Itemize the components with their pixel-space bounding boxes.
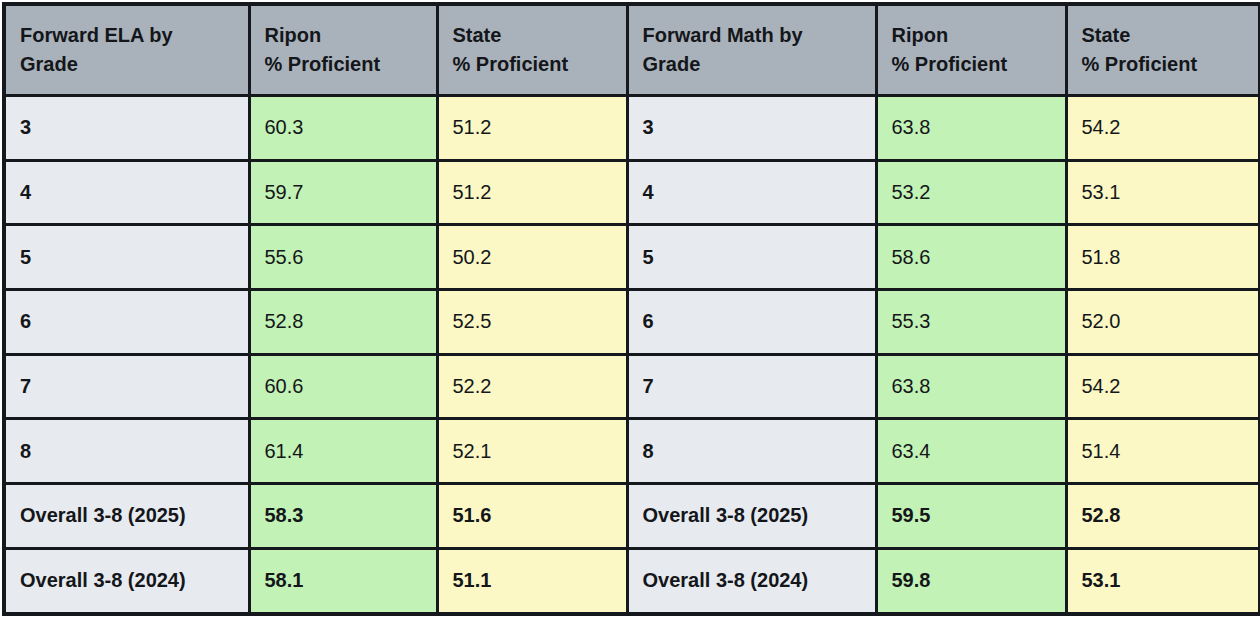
ela-state-value: 51.6 bbox=[437, 483, 627, 548]
math-state-value: 52.0 bbox=[1066, 289, 1260, 354]
ela-ripon-value: 55.6 bbox=[249, 225, 437, 290]
ela-ripon-value: 52.8 bbox=[249, 289, 437, 354]
ela-state-value: 52.1 bbox=[437, 419, 627, 484]
math-ripon-value: 63.8 bbox=[876, 354, 1066, 419]
ela-grade-label: 8 bbox=[4, 419, 249, 484]
ela-grade-label: 4 bbox=[4, 160, 249, 225]
table-row-grade-8: 8 61.4 52.1 8 63.4 51.4 bbox=[4, 419, 1260, 484]
ela-ripon-value: 61.4 bbox=[249, 419, 437, 484]
ela-grade-label: 7 bbox=[4, 354, 249, 419]
ela-state-value: 51.1 bbox=[437, 548, 627, 614]
table-row-overall-2025: Overall 3-8 (2025) 58.3 51.6 Overall 3-8… bbox=[4, 483, 1260, 548]
ela-grade-label: 3 bbox=[4, 96, 249, 161]
math-state-value: 53.1 bbox=[1066, 160, 1260, 225]
math-grade-column-header: Forward Math by Grade bbox=[627, 4, 876, 96]
ela-state-value: 51.2 bbox=[437, 160, 627, 225]
math-overall-2024-label: Overall 3-8 (2024) bbox=[627, 548, 876, 614]
math-state-column-header: State % Proficient bbox=[1066, 4, 1260, 96]
ela-state-value: 51.2 bbox=[437, 96, 627, 161]
proficiency-table: Forward ELA by Grade Ripon % Proficient … bbox=[2, 2, 1260, 616]
math-ripon-column-header: Ripon % Proficient bbox=[876, 4, 1066, 96]
proficiency-table-container: Forward ELA by Grade Ripon % Proficient … bbox=[2, 2, 1258, 616]
ela-state-value: 50.2 bbox=[437, 225, 627, 290]
table-row-grade-7: 7 60.6 52.2 7 63.8 54.2 bbox=[4, 354, 1260, 419]
math-ripon-value: 59.8 bbox=[876, 548, 1066, 614]
header-row: Forward ELA by Grade Ripon % Proficient … bbox=[4, 4, 1260, 96]
math-state-value: 51.4 bbox=[1066, 419, 1260, 484]
math-state-value: 51.8 bbox=[1066, 225, 1260, 290]
math-state-value: 52.8 bbox=[1066, 483, 1260, 548]
ela-state-value: 52.2 bbox=[437, 354, 627, 419]
math-overall-2025-label: Overall 3-8 (2025) bbox=[627, 483, 876, 548]
math-grade-label: 8 bbox=[627, 419, 876, 484]
ela-overall-2024-label: Overall 3-8 (2024) bbox=[4, 548, 249, 614]
ela-ripon-value: 59.7 bbox=[249, 160, 437, 225]
math-grade-label: 3 bbox=[627, 96, 876, 161]
table-row-overall-2024: Overall 3-8 (2024) 58.1 51.1 Overall 3-8… bbox=[4, 548, 1260, 614]
math-state-value: 54.2 bbox=[1066, 354, 1260, 419]
ela-state-column-header: State % Proficient bbox=[437, 4, 627, 96]
ela-ripon-value: 60.3 bbox=[249, 96, 437, 161]
math-state-value: 53.1 bbox=[1066, 548, 1260, 614]
ela-ripon-value: 58.1 bbox=[249, 548, 437, 614]
math-state-value: 54.2 bbox=[1066, 96, 1260, 161]
ela-state-value: 52.5 bbox=[437, 289, 627, 354]
math-ripon-value: 53.2 bbox=[876, 160, 1066, 225]
ela-ripon-value: 60.6 bbox=[249, 354, 437, 419]
math-grade-label: 6 bbox=[627, 289, 876, 354]
math-grade-label: 4 bbox=[627, 160, 876, 225]
ela-grade-label: 6 bbox=[4, 289, 249, 354]
ela-ripon-column-header: Ripon % Proficient bbox=[249, 4, 437, 96]
math-grade-label: 5 bbox=[627, 225, 876, 290]
table-row-grade-3: 3 60.3 51.2 3 63.8 54.2 bbox=[4, 96, 1260, 161]
math-ripon-value: 59.5 bbox=[876, 483, 1066, 548]
table-row-grade-4: 4 59.7 51.2 4 53.2 53.1 bbox=[4, 160, 1260, 225]
math-ripon-value: 63.8 bbox=[876, 96, 1066, 161]
ela-grade-label: 5 bbox=[4, 225, 249, 290]
ela-ripon-value: 58.3 bbox=[249, 483, 437, 548]
ela-overall-2025-label: Overall 3-8 (2025) bbox=[4, 483, 249, 548]
table-row-grade-5: 5 55.6 50.2 5 58.6 51.8 bbox=[4, 225, 1260, 290]
ela-grade-column-header: Forward ELA by Grade bbox=[4, 4, 249, 96]
math-ripon-value: 55.3 bbox=[876, 289, 1066, 354]
math-grade-label: 7 bbox=[627, 354, 876, 419]
math-ripon-value: 63.4 bbox=[876, 419, 1066, 484]
math-ripon-value: 58.6 bbox=[876, 225, 1066, 290]
table-row-grade-6: 6 52.8 52.5 6 55.3 52.0 bbox=[4, 289, 1260, 354]
